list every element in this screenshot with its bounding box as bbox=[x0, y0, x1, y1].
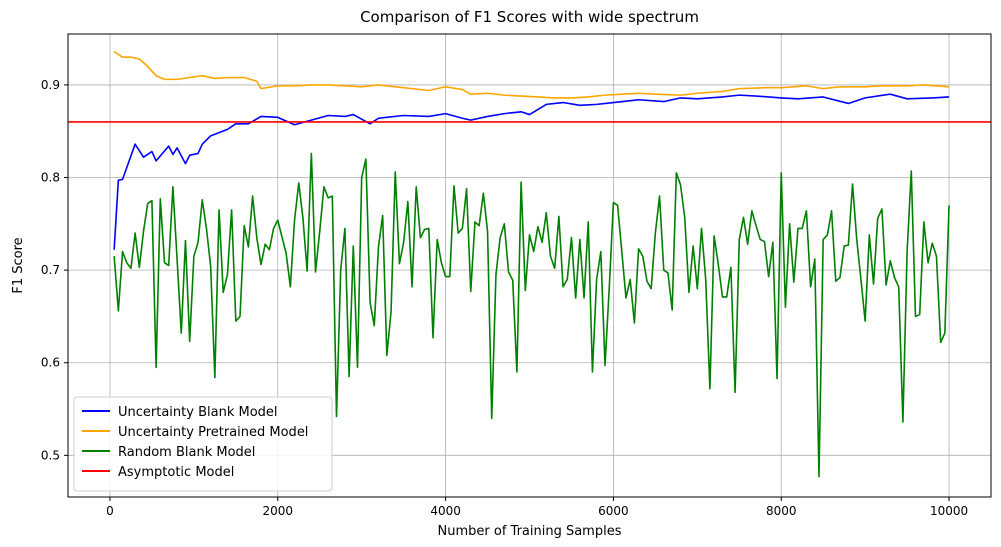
x-tick-label: 10000 bbox=[930, 504, 968, 518]
chart-title: Comparison of F1 Scores with wide spectr… bbox=[360, 8, 699, 26]
y-axis-label: F1 Score bbox=[11, 237, 26, 293]
x-tick-label: 6000 bbox=[598, 504, 629, 518]
series-line-uncertainty-blank-model bbox=[113, 93, 950, 250]
legend-label: Asymptotic Model bbox=[118, 465, 234, 480]
x-tick-label: 2000 bbox=[262, 504, 293, 518]
y-tick-label: 0.5 bbox=[41, 448, 60, 462]
x-tick-label: 4000 bbox=[430, 504, 461, 518]
legend-label: Random Blank Model bbox=[118, 445, 255, 460]
legend-label: Uncertainty Blank Model bbox=[118, 405, 278, 420]
axes-frame bbox=[67, 33, 992, 498]
plot-area bbox=[68, 50, 991, 478]
x-axis-label: Number of Training Samples bbox=[438, 524, 622, 539]
y-tick-label: 0.9 bbox=[41, 78, 60, 92]
legend-label: Uncertainty Pretrained Model bbox=[118, 425, 308, 440]
y-tick-label: 0.7 bbox=[41, 263, 60, 277]
y-tick-label: 0.6 bbox=[41, 356, 60, 370]
legend: Uncertainty Blank Model Uncertainty Pretr… bbox=[73, 396, 333, 492]
series-line-uncertainty-pretrained-model bbox=[113, 50, 950, 99]
series-line-random-blank-model bbox=[113, 152, 950, 478]
legend-box bbox=[73, 396, 333, 492]
x-tick-label: 8000 bbox=[766, 504, 797, 518]
y-tick-label: 0.8 bbox=[41, 171, 60, 185]
x-tick-label: 0 bbox=[106, 504, 114, 518]
ticks: 0 2000 4000 6000 8000 10000 0.5 0.6 0.7 0.8 0.9 bbox=[41, 78, 968, 518]
